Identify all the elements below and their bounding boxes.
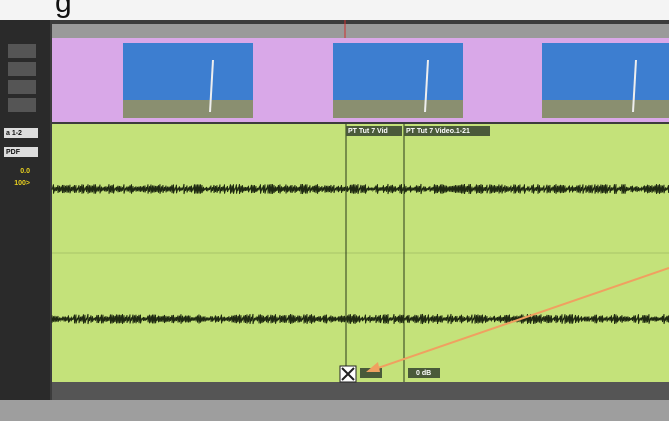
screenshot: g a 1-2 PDF 0.0 100> PT Tut 7 Vid PT Tut… — [0, 0, 669, 421]
panel-button[interactable] — [8, 80, 36, 94]
panel-label: 0.0 — [20, 168, 30, 175]
desk-edge — [0, 400, 669, 421]
ruler — [52, 24, 669, 38]
track-panel — [0, 20, 50, 400]
top-strip — [0, 0, 669, 20]
panel-button[interactable] — [8, 44, 36, 58]
panel-label: 100> — [14, 180, 30, 187]
bottom-bar — [52, 382, 669, 400]
panel-button[interactable] — [8, 62, 36, 76]
panel-label: PDF — [6, 149, 21, 156]
thumbnail-ground — [333, 100, 463, 118]
panel-label: a 1-2 — [6, 130, 22, 137]
clip-name[interactable]: PT Tut 7 Vid — [348, 128, 388, 135]
clip-name[interactable]: PT Tut 7 Video.1-21 — [406, 128, 470, 135]
heading: g — [55, 0, 72, 19]
thumbnail-ground — [542, 100, 669, 118]
gain-label[interactable]: 0 dB — [416, 370, 431, 377]
thumbnail-ground — [123, 100, 253, 118]
panel-button[interactable] — [8, 98, 36, 112]
page: g a 1-2 PDF 0.0 100> PT Tut 7 Vid PT Tut… — [0, 0, 669, 421]
